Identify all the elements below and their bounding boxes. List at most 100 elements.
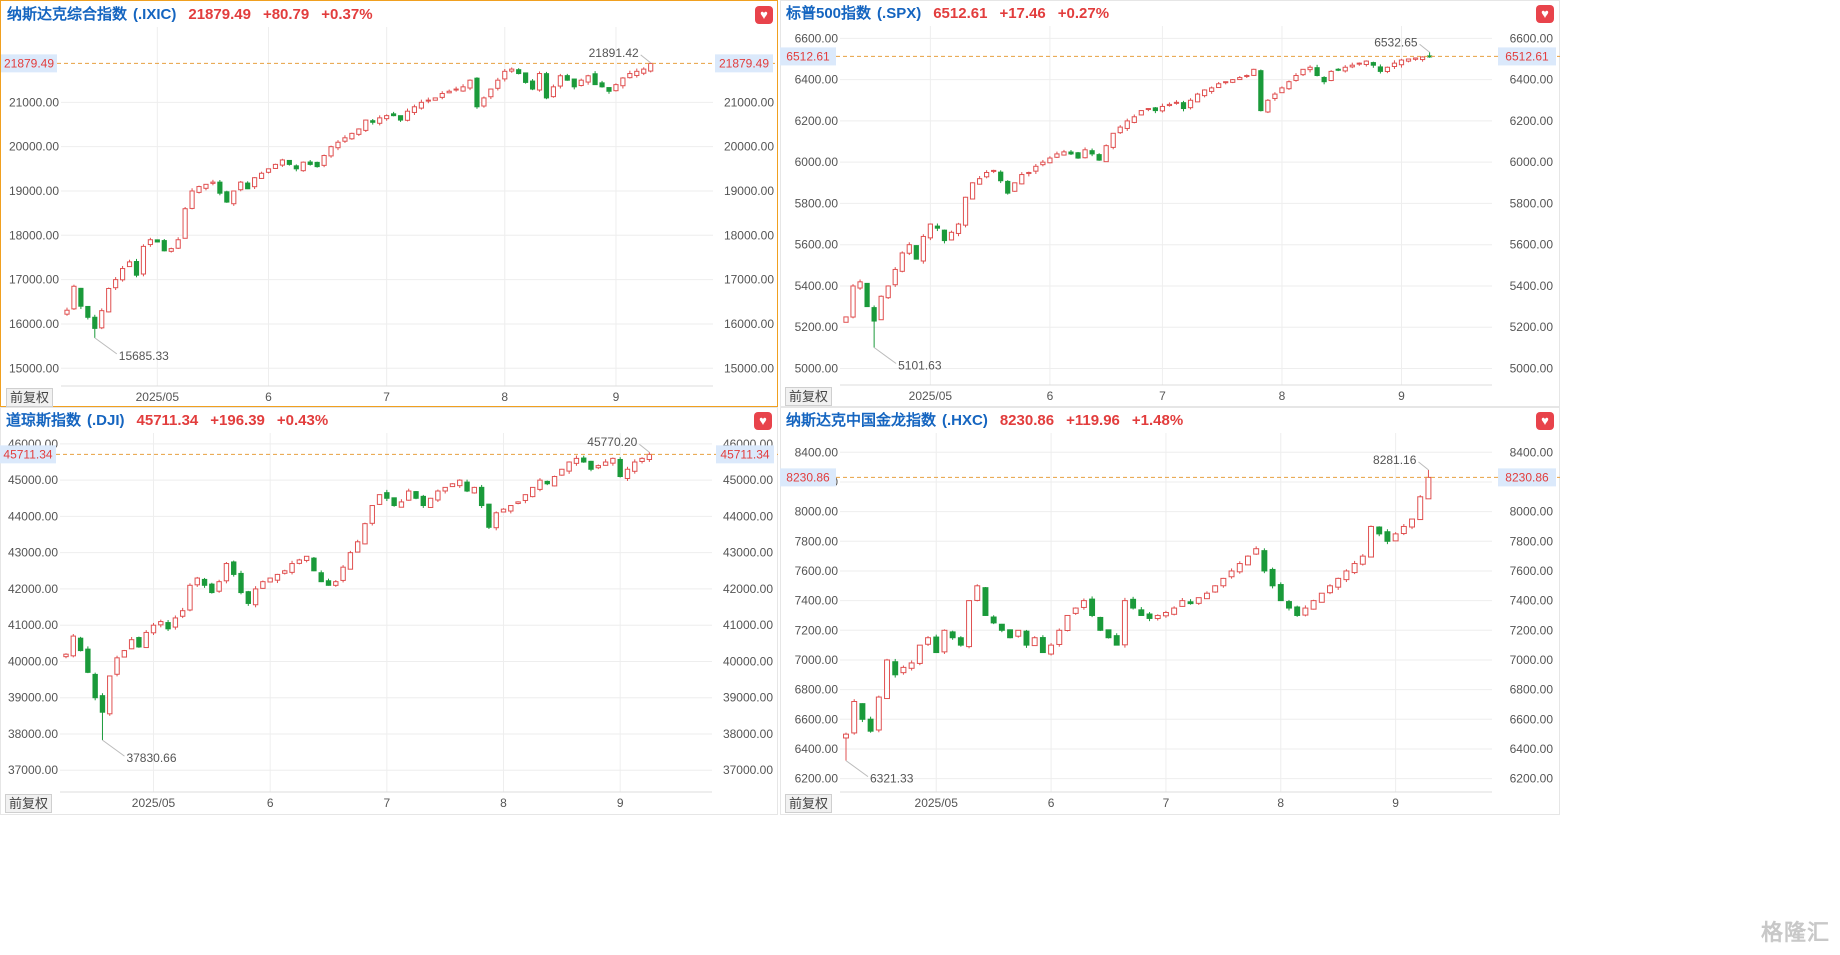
y-tick-label-right: 40000.00 bbox=[723, 654, 773, 668]
candle bbox=[857, 279, 863, 290]
candle-body bbox=[523, 72, 529, 83]
favorite-heart-icon[interactable]: ♥ bbox=[755, 6, 773, 24]
y-tick-label-left: 16000.00 bbox=[9, 317, 59, 331]
candle bbox=[369, 505, 375, 526]
high-value-label: 6532.65 bbox=[1374, 35, 1418, 49]
candle bbox=[544, 480, 550, 486]
candle-body bbox=[1026, 171, 1032, 175]
favorite-heart-icon[interactable]: ♥ bbox=[1536, 412, 1554, 430]
candle bbox=[398, 499, 405, 508]
favorite-heart-icon[interactable]: ♥ bbox=[754, 412, 772, 430]
candle bbox=[1171, 606, 1178, 616]
candle bbox=[508, 505, 514, 514]
candle-body bbox=[442, 486, 448, 492]
candle-body bbox=[217, 181, 223, 194]
chart-panel-spx[interactable]: 5000.00 5000.00 5200.00 5200.00 5400.00 5400.… bbox=[780, 0, 1560, 407]
candle-body bbox=[592, 73, 598, 86]
candle bbox=[613, 83, 619, 92]
candle bbox=[136, 636, 142, 648]
candle-body bbox=[63, 653, 69, 658]
candle-body bbox=[481, 97, 487, 107]
candle bbox=[875, 695, 882, 733]
candle bbox=[551, 475, 558, 487]
candle-body bbox=[85, 305, 91, 318]
candle-body bbox=[1179, 600, 1186, 607]
candle bbox=[585, 74, 591, 85]
candle bbox=[488, 88, 494, 100]
candle bbox=[252, 177, 258, 189]
chart-panel-dji[interactable]: 37000.00 37000.00 38000.00 38000.00 39000.00… bbox=[0, 407, 778, 815]
chart-panel-hxc[interactable]: 6200.00 6200.00 6400.00 6400.00 6600.00 6600.… bbox=[780, 407, 1560, 815]
candle bbox=[77, 636, 84, 652]
candle-body bbox=[1335, 68, 1341, 71]
index-change: +17.46 bbox=[999, 5, 1046, 22]
candle-body bbox=[991, 169, 997, 172]
candle-body bbox=[1130, 598, 1137, 609]
candle bbox=[1327, 584, 1333, 595]
high-value-label: 45770.20 bbox=[587, 435, 637, 449]
candle bbox=[1419, 56, 1426, 62]
adjust-mode-button[interactable]: 前复权 bbox=[6, 388, 54, 407]
candle-body bbox=[99, 695, 106, 713]
candle bbox=[1061, 149, 1067, 156]
candle-body bbox=[432, 97, 438, 101]
candle bbox=[411, 104, 418, 115]
candle-body bbox=[363, 119, 369, 131]
candle bbox=[1131, 114, 1137, 124]
candle-body bbox=[613, 84, 619, 92]
last-price-tag-right bbox=[1498, 47, 1556, 66]
adjust-mode-button[interactable]: 前复权 bbox=[785, 794, 833, 813]
candle bbox=[71, 284, 77, 310]
candle bbox=[1012, 182, 1018, 192]
candle-body bbox=[998, 171, 1004, 182]
candle bbox=[878, 295, 884, 321]
candle bbox=[203, 183, 209, 191]
candle bbox=[949, 630, 956, 640]
candle-body bbox=[449, 483, 456, 488]
candle bbox=[646, 452, 653, 462]
candle bbox=[107, 675, 113, 716]
last-price-label-right: 21879.49 bbox=[719, 56, 769, 70]
candle bbox=[384, 114, 390, 121]
candle-body bbox=[493, 512, 499, 529]
candle-body bbox=[1121, 600, 1128, 646]
y-tick-label-right: 17000.00 bbox=[724, 273, 774, 287]
candle bbox=[1286, 80, 1292, 90]
candle bbox=[843, 732, 849, 761]
candle-body bbox=[1384, 66, 1391, 72]
candle bbox=[267, 577, 273, 583]
x-tick-label: 8 bbox=[1279, 389, 1286, 403]
candle-body bbox=[418, 101, 424, 109]
candle-body bbox=[77, 637, 84, 652]
favorite-heart-icon[interactable]: ♥ bbox=[1536, 5, 1554, 23]
candle bbox=[906, 242, 912, 256]
candle-body bbox=[133, 261, 140, 276]
candle bbox=[78, 287, 84, 310]
candle-body bbox=[1072, 607, 1079, 614]
candle bbox=[982, 587, 989, 616]
x-tick-label: 7 bbox=[1163, 796, 1170, 810]
candle-body bbox=[1138, 609, 1145, 616]
candle-body bbox=[1031, 637, 1038, 647]
candle bbox=[892, 658, 899, 678]
candle-body bbox=[1400, 525, 1407, 535]
candle bbox=[523, 72, 529, 84]
candle bbox=[1180, 100, 1187, 112]
candle bbox=[1089, 148, 1095, 157]
candle bbox=[1048, 643, 1055, 656]
adjust-mode-button[interactable]: 前复权 bbox=[5, 794, 53, 813]
candle-body bbox=[646, 453, 653, 460]
candle-body bbox=[982, 587, 989, 616]
candle bbox=[467, 79, 473, 91]
candle-body bbox=[908, 662, 915, 669]
candle bbox=[1203, 591, 1210, 600]
candle-body bbox=[1105, 629, 1112, 639]
candle bbox=[1244, 74, 1250, 79]
candle-body bbox=[1212, 585, 1219, 593]
y-tick-label-left: 43000.00 bbox=[8, 546, 58, 560]
adjust-mode-button[interactable]: 前复权 bbox=[785, 387, 833, 406]
y-tick-label-right: 7800.00 bbox=[1510, 534, 1554, 548]
candle bbox=[1265, 99, 1271, 114]
candle bbox=[610, 457, 616, 466]
chart-panel-ixic[interactable]: 15000.00 15000.00 16000.00 16000.00 17000.00… bbox=[0, 0, 778, 407]
